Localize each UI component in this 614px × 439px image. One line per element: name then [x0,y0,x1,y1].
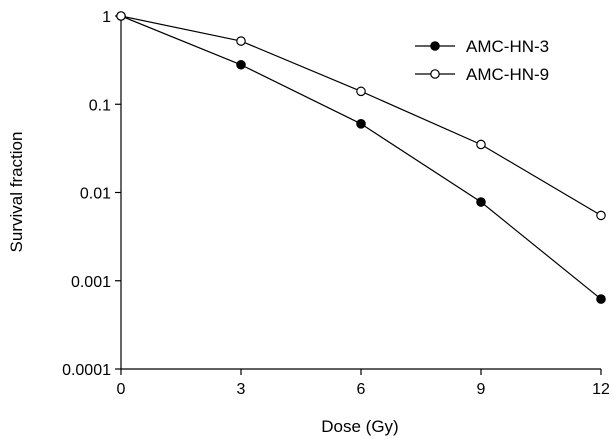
y-tick-label: 0.01 [80,186,111,203]
data-point [236,36,246,46]
data-point [596,294,606,304]
y-tick-label: 0.001 [71,274,111,291]
data-point [476,197,486,207]
x-tick-label: 12 [592,381,610,398]
series-line [120,15,602,300]
series-amc-hn-9 [116,11,606,221]
legend-label: AMC-HN-9 [466,65,549,84]
data-point [236,59,246,70]
x-tick-label: 9 [477,381,486,398]
legend-label: AMC-HN-3 [466,37,549,56]
x-axis-label: Dose (Gy) [321,417,398,436]
legend-item: AMC-HN-9 [415,65,549,84]
x-tick-label: 6 [357,381,366,398]
legend-marker [430,69,440,79]
x-tick-label: 3 [237,381,246,398]
y-axis-label: Survival fraction [7,132,26,253]
legend-item: AMC-HN-3 [415,37,549,56]
data-point [476,139,486,150]
x-tick-label: 0 [117,381,126,398]
legend: AMC-HN-3 AMC-HN-9 [415,37,549,84]
axes: 0.0001 0.001 0.01 0.1 1 0 3 6 9 12 [62,9,610,398]
series-layer [116,11,606,304]
y-tick-label: 0.1 [89,97,111,114]
data-point [596,210,606,221]
data-point [116,11,126,21]
data-point [356,119,366,129]
data-point [356,86,366,97]
legend-marker [430,41,440,51]
y-tick-label: 1 [102,9,111,26]
y-tick-label: 0.0001 [62,362,111,379]
